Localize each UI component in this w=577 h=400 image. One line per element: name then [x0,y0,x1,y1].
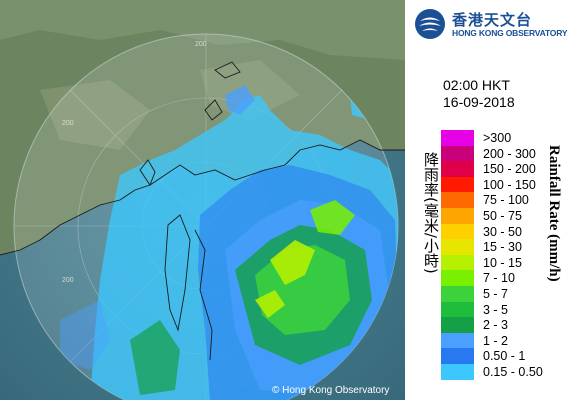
legend-item: 200 - 300 [441,145,577,162]
legend-item: 50 - 75 [441,208,577,224]
legend-label: 200 - 300 [483,146,536,161]
legend-item: 1 - 2 [441,332,577,349]
legend-label: 100 - 150 [483,177,536,192]
legend-item: 15 - 30 [441,239,577,256]
info-panel: 香港天文台 HONG KONG OBSERVATORY 02:00 HKT 16… [405,0,577,400]
legend-label: 0.50 - 1 [483,349,526,364]
legend-swatch [441,254,474,271]
range-label: 200 [62,277,74,284]
legend-swatch [441,223,474,240]
legend-label: 3 - 5 [483,302,509,317]
legend-item: 150 - 200 [441,161,577,178]
legend-swatch [441,317,474,334]
legend-item: 10 - 15 [441,254,577,271]
hko-logo-icon [415,9,445,39]
land-area [0,0,405,255]
legend-label: 7 - 10 [483,271,515,286]
legend-label: 10 - 15 [483,255,522,270]
legend-swatch [441,176,474,193]
legend-swatch [441,239,474,256]
legend-item: 0.15 - 0.50 [441,364,577,380]
legend-swatch [441,208,474,224]
legend-item: 0.50 - 1 [441,348,577,365]
legend-item: 2 - 3 [441,317,577,334]
legend-item: 30 - 50 [441,223,577,240]
legend-item: 3 - 5 [441,301,577,318]
copyright-text: © Hong Kong Observatory [272,385,390,396]
legend-label: 5 - 7 [483,287,509,301]
legend-title-zh: 降雨率(毫米/小時) [422,152,440,274]
legend-label: 2 - 3 [483,318,509,333]
legend-swatch [441,348,474,365]
legend-label: 150 - 200 [483,162,536,177]
legend-item: 7 - 10 [441,270,577,287]
legend-label: 75 - 100 [483,193,529,208]
legend-swatch [441,286,474,302]
legend-item: 75 - 100 [441,192,577,209]
legend-label: 50 - 75 [483,209,522,223]
legend-item: >300 [441,130,577,146]
legend-label: 15 - 30 [483,240,522,255]
date-label: 16-09-2018 [443,94,515,110]
legend-label: >300 [483,131,512,145]
legend-label: 30 - 50 [483,224,522,239]
radar-map[interactable]: 200 200 200 © Hong Kong Obser [0,0,405,400]
legend-swatch [441,192,474,209]
legend-swatch [441,145,474,162]
coastline [0,61,405,361]
legend-item: 100 - 150 [441,176,577,193]
legend-swatch [441,301,474,318]
legend-label: 0.15 - 0.50 [483,365,543,379]
legend-item: 5 - 7 [441,286,577,302]
logo-name-zh: 香港天文台 [452,11,533,29]
legend-title-en: Rainfall Rate (mm/h) [546,145,562,282]
time-label: 02:00 HKT [443,77,510,93]
rain-echoes [60,80,398,400]
logo-name-en: HONG KONG OBSERVATORY [452,28,568,38]
legend-swatch [441,332,474,349]
hko-logo: 香港天文台 HONG KONG OBSERVATORY [414,8,574,42]
legend-swatch [441,270,474,287]
range-label: 200 [62,120,74,127]
legend-swatch [441,364,474,380]
legend-swatch [441,161,474,178]
land-hills [0,0,405,60]
radar-map-svg: 200 200 200 [0,0,405,400]
legend-label: 1 - 2 [483,333,509,348]
range-label: 200 [195,41,207,48]
legend-swatch [441,130,474,146]
